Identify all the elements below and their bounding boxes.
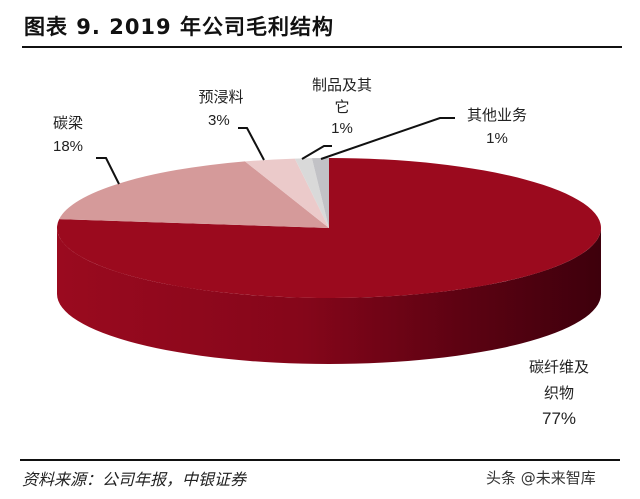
slice-carbon-fiber[interactable] (56, 158, 601, 298)
label-other: 其他业务 1% (455, 104, 539, 150)
label-prepreg-name: 预浸料 (198, 88, 244, 106)
slice-other[interactable] (311, 157, 329, 228)
label-carbon-beam-name: 碳梁 (52, 114, 83, 132)
label-carbon-fiber: 碳纤维及 织物 77% (514, 356, 604, 430)
label-prepreg-pct: 3% (208, 112, 230, 129)
leader-carbon-beam (96, 157, 120, 185)
chart-title: 图表 9. 2019 年公司毛利结构 (24, 15, 334, 39)
label-carbon-beam-pct: 18% (52, 138, 84, 155)
label-products-pct: 1% (331, 120, 353, 137)
label-products: 制品及其 它 1% (302, 74, 382, 140)
label-products-name-1: 制品及其 (311, 76, 372, 94)
label-other-pct: 1% (486, 130, 508, 147)
label-carbon-fiber-name-1: 碳纤维及 (528, 358, 589, 376)
source-note: 资料来源：公司年报，中银证券 (22, 470, 247, 489)
leader-products (301, 145, 332, 160)
slice-products[interactable] (294, 158, 329, 228)
slice-carbon-beam[interactable] (59, 161, 329, 228)
label-carbon-fiber-name-2: 织物 (543, 384, 574, 402)
label-carbon-beam: 碳梁 18% (40, 112, 96, 158)
label-prepreg: 预浸料 3% (186, 86, 256, 132)
label-carbon-fiber-pct: 77% (541, 409, 577, 428)
label-other-name: 其他业务 (466, 106, 527, 124)
leader-prepreg (238, 127, 265, 161)
watermark: 头条 @未来智库 (486, 469, 596, 487)
label-products-name-2: 它 (334, 98, 350, 116)
slice-side-carbon-fiber (57, 228, 601, 364)
footer-divider (20, 459, 620, 461)
leader-other (320, 117, 455, 160)
title-divider (22, 46, 622, 48)
slice-prepreg[interactable] (245, 158, 329, 228)
